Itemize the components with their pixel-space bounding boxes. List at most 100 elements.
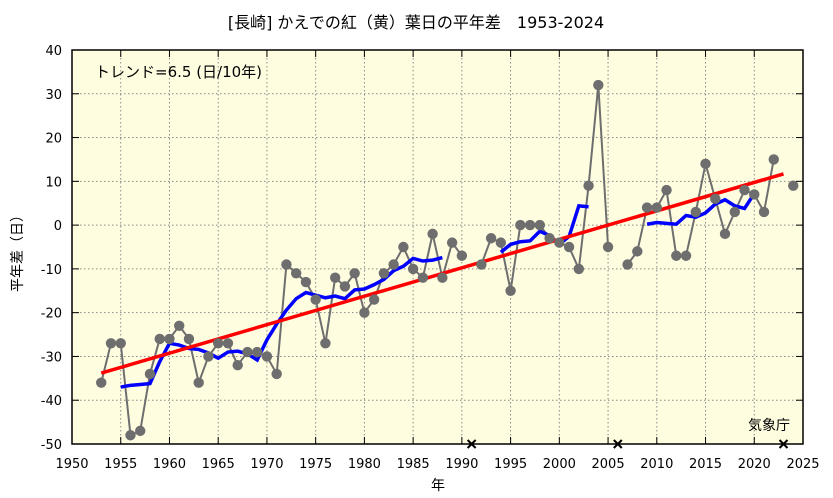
annual-point: [242, 346, 253, 358]
annual-point: [768, 154, 779, 165]
annual-point: [710, 193, 721, 205]
annual-point: [407, 263, 419, 275]
x-tick-label: 1965: [202, 457, 235, 472]
annual-point: [690, 206, 701, 218]
x-tick-label: 2005: [592, 457, 625, 472]
annual-point: [505, 285, 516, 296]
y-tick-label: 0: [54, 219, 62, 234]
y-tick-label: -50: [41, 438, 62, 453]
annual-point: [651, 202, 662, 213]
annual-point: [105, 338, 117, 349]
annual-point: [359, 307, 370, 318]
y-tick-label: -20: [41, 307, 62, 322]
annual-point: [388, 259, 399, 270]
x-tick-label: 2025: [786, 457, 819, 472]
annual-point: [515, 219, 526, 231]
annual-point: [144, 368, 156, 380]
ticks: 1950 1955 1960 1965 1970 1975 1980 1985 1990 1995…: [41, 44, 820, 472]
annual-point: [729, 206, 740, 218]
y-tick-label: 20: [45, 132, 62, 147]
annual-point: [222, 338, 234, 349]
moving-average-line: [499, 203, 589, 254]
plot-frame: [71, 49, 804, 445]
annual-point: [544, 233, 555, 244]
x-tick-label: 1975: [299, 457, 332, 472]
annual-point: [193, 377, 204, 388]
annual-point: [554, 237, 565, 248]
x-tick-label: 2000: [543, 457, 576, 472]
annual-point: [271, 368, 282, 380]
annual-point: [164, 333, 175, 345]
annual-point: [749, 189, 760, 200]
annual-point: [524, 219, 536, 231]
annual-point: [427, 228, 438, 240]
annual-point: [281, 259, 292, 270]
annual-point: [680, 250, 692, 261]
annual-point: [437, 272, 448, 283]
x-tick-label: 1980: [348, 457, 381, 472]
annual-point: [203, 351, 214, 362]
annual-point: [398, 241, 409, 253]
annual-point: [213, 338, 224, 349]
annual-point: [329, 272, 341, 283]
annual-point: [602, 241, 614, 253]
annual-point: [446, 237, 458, 248]
x-tick-label: 1950: [55, 457, 88, 472]
annual-point: [758, 206, 770, 218]
annual-point: [788, 180, 799, 191]
x-tick-label: 1995: [494, 457, 527, 472]
x-tick-label: 1960: [153, 457, 186, 472]
annual-point: [641, 202, 653, 213]
grid: [72, 50, 803, 444]
annual-point: [174, 320, 185, 331]
annual-point: [739, 184, 750, 196]
annual-point: [719, 228, 731, 240]
annual-point: [261, 351, 273, 362]
annual-point: [349, 268, 360, 279]
annual-point: [251, 346, 263, 358]
annual-point: [378, 268, 390, 279]
annual-point: [534, 219, 546, 231]
series: [96, 79, 799, 449]
x-tick-label: 2010: [640, 457, 673, 472]
credit-label: 気象庁: [748, 418, 790, 434]
annual-point: [290, 268, 302, 279]
y-tick-label: -30: [41, 350, 62, 365]
y-tick-label: -10: [41, 263, 62, 278]
annual-point: [593, 79, 604, 91]
annual-point: [368, 294, 380, 305]
y-tick-label: 40: [45, 44, 62, 59]
annual-point: [563, 241, 575, 253]
x-tick-label: 1985: [397, 457, 430, 472]
x-tick-label: 1955: [104, 457, 137, 472]
annual-point: [485, 233, 497, 244]
x-tick-label: 1970: [250, 457, 283, 472]
annual-point: [476, 259, 487, 270]
moving-average-line: [646, 192, 756, 227]
annual-point: [417, 272, 429, 283]
annual-point: [232, 360, 243, 371]
annual-point: [115, 338, 126, 349]
x-tick-label: 2020: [738, 457, 771, 472]
x-tick-label: 2015: [689, 457, 722, 472]
x-axis-label: 年: [431, 478, 445, 494]
annual-point: [622, 259, 633, 270]
annual-point: [583, 180, 594, 191]
chart-title: [長崎] かえでの紅（黄）葉日の平年差 1953-2024: [228, 13, 604, 32]
annual-point: [310, 294, 321, 305]
annual-point: [135, 425, 146, 437]
annual-point: [495, 237, 507, 248]
annual-point: [125, 430, 136, 441]
plot-area: [72, 50, 803, 444]
x-tick-label: 1990: [445, 457, 478, 472]
annual-point: [320, 338, 331, 349]
annual-point: [154, 333, 165, 345]
annual-point: [700, 158, 711, 170]
annual-point: [183, 333, 195, 345]
annual-point: [671, 250, 682, 261]
annual-point: [96, 377, 107, 388]
annual-point: [456, 250, 468, 261]
y-tick-label: 30: [45, 88, 62, 103]
